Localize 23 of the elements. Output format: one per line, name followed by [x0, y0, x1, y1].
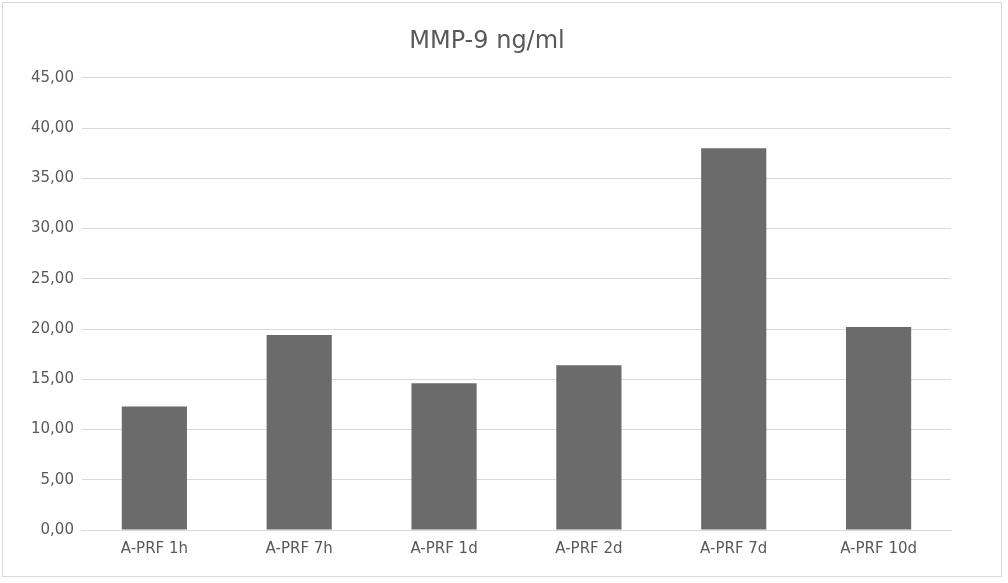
- x-tick-label: A-PRF 7d: [700, 538, 768, 557]
- x-tick-label: A-PRF 1d: [410, 538, 478, 557]
- y-tick-label: 30,00: [30, 218, 74, 237]
- bar: [701, 148, 767, 530]
- y-tick-label: 45,00: [30, 67, 74, 86]
- chart-title: MMP-9 ng/ml: [409, 25, 565, 54]
- y-tick-label: 10,00: [30, 419, 74, 438]
- bar: [121, 406, 187, 530]
- bar: [556, 365, 622, 530]
- y-tick-label: 0,00: [40, 519, 74, 538]
- x-tick-label: A-PRF 1h: [120, 538, 188, 557]
- y-tick-label: 40,00: [30, 117, 74, 136]
- x-tick-label: A-PRF 7h: [265, 538, 333, 557]
- y-tick-label: 15,00: [30, 369, 74, 388]
- y-tick-label: 25,00: [30, 268, 74, 287]
- y-tick-label: 5,00: [40, 469, 74, 488]
- x-tick-label: A-PRF 10d: [840, 538, 917, 557]
- x-tick-label: A-PRF 2d: [555, 538, 623, 557]
- bar: [411, 383, 477, 530]
- bar: [845, 327, 912, 530]
- bar: [266, 335, 332, 530]
- y-tick-label: 20,00: [30, 318, 74, 337]
- y-tick-label: 35,00: [30, 168, 74, 187]
